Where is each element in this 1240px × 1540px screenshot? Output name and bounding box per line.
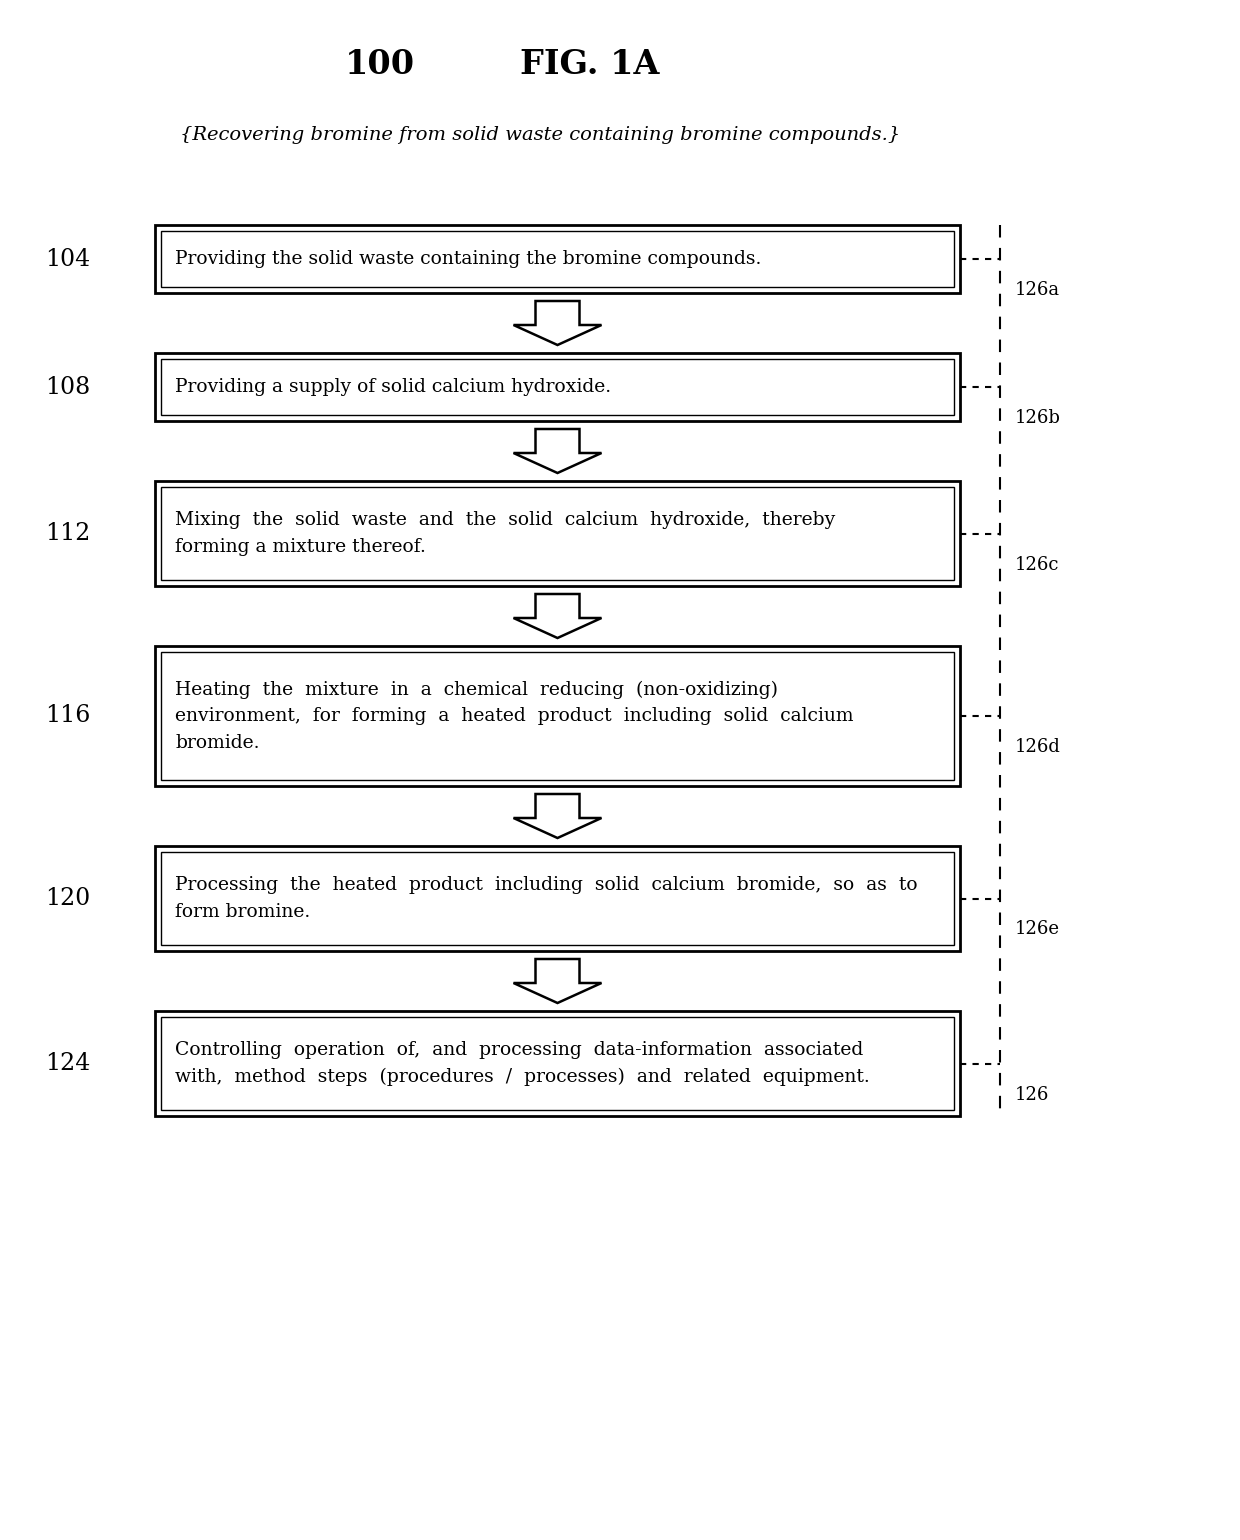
Polygon shape (513, 300, 601, 345)
Polygon shape (513, 795, 601, 838)
Text: 126e: 126e (1016, 921, 1060, 938)
Text: 126: 126 (1016, 1086, 1049, 1104)
Text: 126b: 126b (1016, 410, 1061, 427)
FancyBboxPatch shape (155, 480, 960, 587)
Text: Controlling  operation  of,  and  processing  data-information  associated
with,: Controlling operation of, and processing… (175, 1041, 869, 1086)
Text: 126c: 126c (1016, 556, 1059, 573)
Text: 120: 120 (45, 887, 91, 910)
Text: 112: 112 (45, 522, 91, 545)
Text: 126d: 126d (1016, 738, 1061, 756)
Text: FIG. 1A: FIG. 1A (521, 48, 660, 82)
Text: 104: 104 (45, 248, 91, 271)
Text: 100: 100 (345, 48, 415, 82)
Text: Mixing  the  solid  waste  and  the  solid  calcium  hydroxide,  thereby
forming: Mixing the solid waste and the solid cal… (175, 511, 836, 556)
FancyBboxPatch shape (155, 645, 960, 785)
Text: Providing a supply of solid calcium hydroxide.: Providing a supply of solid calcium hydr… (175, 377, 611, 396)
FancyBboxPatch shape (155, 845, 960, 952)
Polygon shape (513, 594, 601, 638)
Text: Processing  the  heated  product  including  solid  calcium  bromide,  so  as  t: Processing the heated product including … (175, 876, 918, 921)
FancyBboxPatch shape (155, 1010, 960, 1116)
Polygon shape (513, 959, 601, 1003)
Text: Heating  the  mixture  in  a  chemical  reducing  (non-oxidizing)
environment,  : Heating the mixture in a chemical reduci… (175, 681, 853, 752)
FancyBboxPatch shape (155, 225, 960, 293)
FancyBboxPatch shape (155, 353, 960, 420)
Text: {Recovering bromine from solid waste containing bromine compounds.}: {Recovering bromine from solid waste con… (180, 126, 900, 145)
Text: 108: 108 (45, 376, 91, 399)
Text: 124: 124 (45, 1052, 91, 1075)
Polygon shape (513, 430, 601, 473)
Text: 126a: 126a (1016, 280, 1060, 299)
Text: 116: 116 (45, 704, 91, 727)
Text: Providing the solid waste containing the bromine compounds.: Providing the solid waste containing the… (175, 249, 761, 268)
